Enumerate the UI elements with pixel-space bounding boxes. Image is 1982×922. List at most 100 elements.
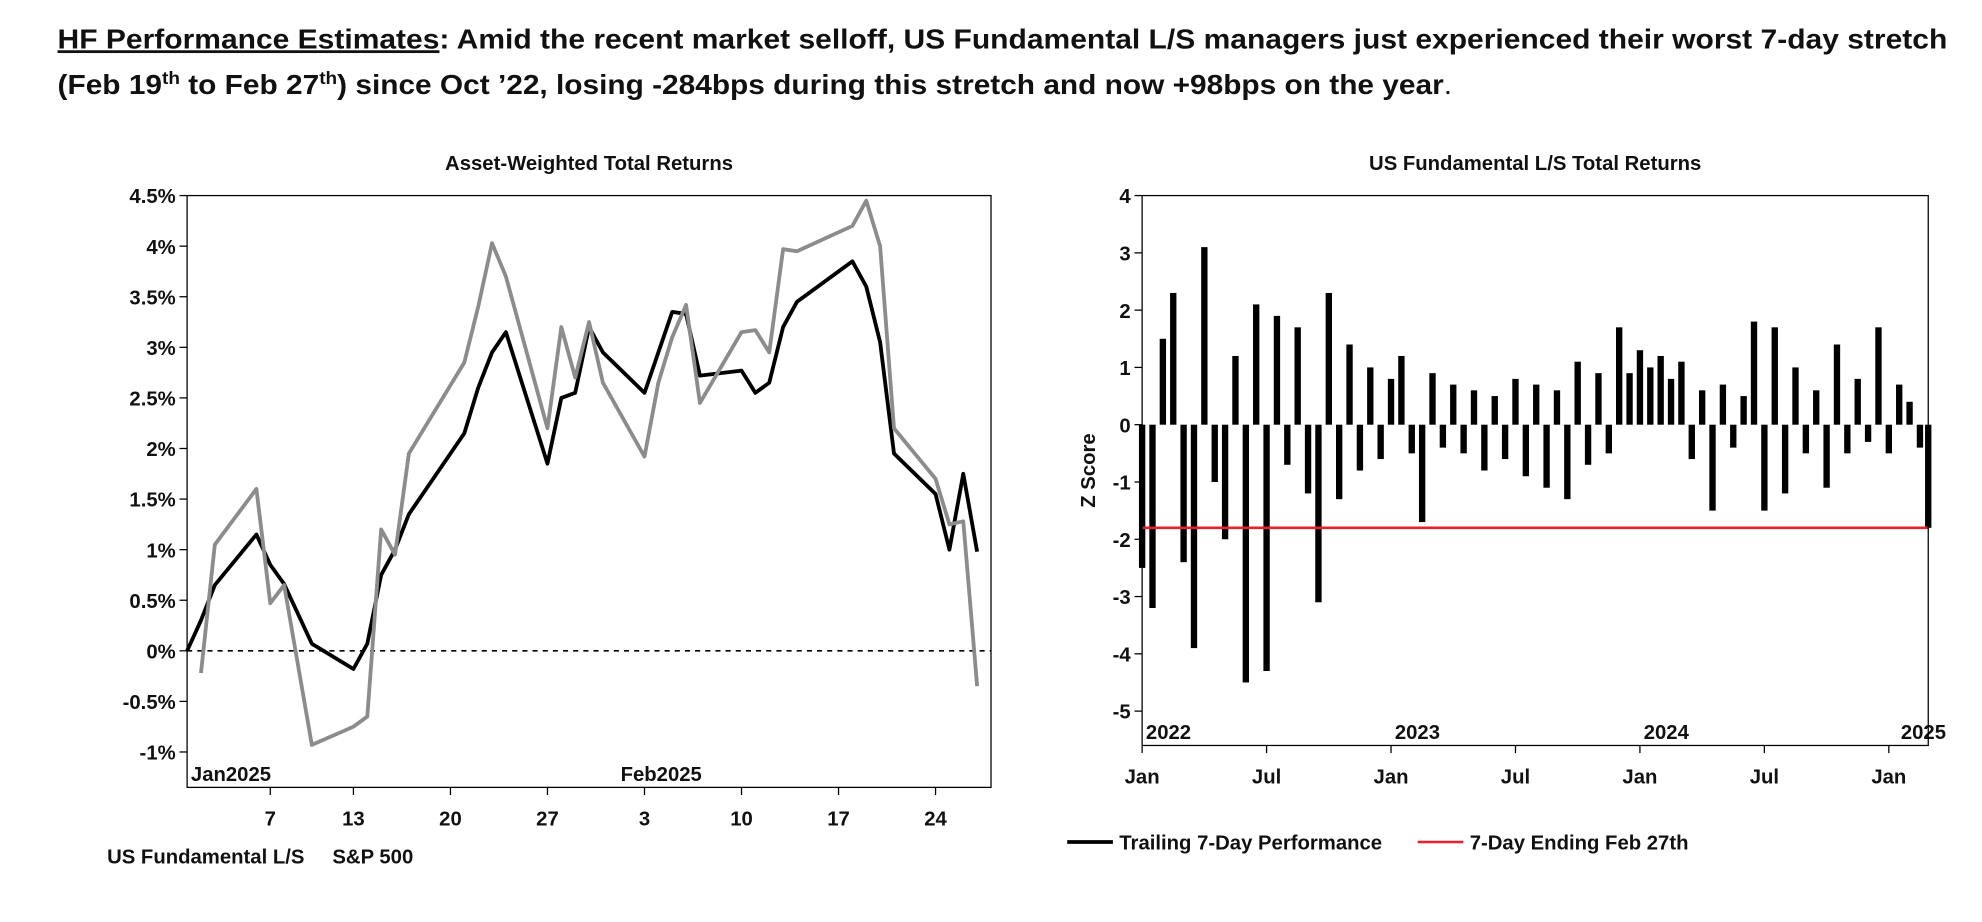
bar <box>1595 373 1602 425</box>
bar <box>1833 344 1841 425</box>
bar <box>1698 390 1706 425</box>
y-tick-label: -1% <box>140 743 176 765</box>
headline-title: HF Performance Estimates <box>58 23 440 54</box>
bar <box>1854 378 1861 425</box>
bar <box>1626 373 1633 425</box>
x-tick-label: 10 <box>730 808 753 830</box>
bar <box>1802 424 1810 454</box>
bar <box>1657 355 1664 425</box>
chart-title: Asset-Weighted Total Returns <box>445 153 733 175</box>
y-tick-label: -1 <box>1113 473 1131 495</box>
period-label: Feb2025 <box>621 764 702 786</box>
bar <box>1761 424 1768 511</box>
headline-line-1: HF Performance Estimates: Amid the recen… <box>58 23 1948 54</box>
bar <box>1481 424 1488 471</box>
bar <box>1719 384 1727 425</box>
plot-frame <box>1141 194 1929 747</box>
bar <box>1429 373 1436 425</box>
bar <box>1201 247 1208 425</box>
bar <box>1885 424 1893 454</box>
bar <box>1616 327 1623 425</box>
x-tick-label: 20 <box>439 808 462 830</box>
x-tick-label: Jul <box>1501 767 1530 789</box>
headline-sup: th <box>162 68 180 88</box>
bar <box>1916 424 1924 448</box>
y-tick-label: 3% <box>146 338 175 360</box>
bar <box>1864 424 1872 442</box>
bar <box>1543 424 1550 488</box>
bar <box>1792 367 1799 425</box>
x-tick-label: 27 <box>536 808 559 830</box>
bar <box>1584 424 1592 465</box>
bar <box>1180 424 1187 563</box>
bar <box>1356 424 1364 471</box>
headline-text: ) since Oct ’22, losing -284bps during t… <box>337 69 1444 100</box>
bar <box>1304 424 1312 494</box>
headline-text: to Feb 27 <box>180 69 319 100</box>
bar <box>1149 424 1156 608</box>
bar <box>1605 424 1612 454</box>
bar <box>1501 424 1509 460</box>
bar <box>1823 424 1830 488</box>
bar <box>1439 424 1447 448</box>
period-label: 2022 <box>1146 722 1191 744</box>
legend-label: US Fundamental L/S <box>107 847 304 869</box>
bar <box>1170 292 1177 425</box>
bar <box>1771 327 1778 425</box>
x-tick-label: Jan <box>1374 767 1409 789</box>
bar <box>1522 424 1530 477</box>
legend-label: S&P 500 <box>332 847 413 869</box>
x-tick-label: Jan <box>1125 767 1160 789</box>
period-label: 2024 <box>1644 722 1690 744</box>
bar <box>1377 424 1384 460</box>
bar <box>1875 327 1882 425</box>
bar <box>1844 424 1851 454</box>
y-tick-label: -4 <box>1113 644 1132 666</box>
bar <box>1273 315 1281 425</box>
y-tick-label: 1.5% <box>129 490 175 512</box>
bar <box>1190 424 1198 649</box>
bar <box>1574 361 1581 425</box>
y-tick-label: -5 <box>1113 702 1131 724</box>
x-tick-label: 17 <box>827 808 850 830</box>
bar <box>1284 424 1291 465</box>
bar <box>1636 350 1644 425</box>
y-axis-label: Z Score <box>1078 433 1100 507</box>
y-tick-label: 2% <box>146 439 175 461</box>
y-tick-label: 4 <box>1119 186 1131 208</box>
period-label: 2025 <box>1901 722 1946 744</box>
bar <box>1813 390 1820 425</box>
y-tick-label: -2 <box>1113 530 1131 552</box>
x-tick-label: Jan <box>1871 767 1906 789</box>
x-tick-label: Jan <box>1622 767 1657 789</box>
legend-label: Trailing 7-Day Performance <box>1119 833 1382 855</box>
period-label: Jan2025 <box>191 764 271 786</box>
bar <box>1906 401 1913 425</box>
bar <box>1688 424 1695 460</box>
y-tick-label: -0.5% <box>123 692 176 714</box>
y-tick-label: 3.5% <box>129 287 175 309</box>
y-tick-label: 0 <box>1119 415 1130 437</box>
x-tick-label: 13 <box>342 808 365 830</box>
period-label: 2023 <box>1395 722 1440 744</box>
bar <box>1491 396 1498 425</box>
y-tick-label: 3 <box>1119 243 1130 265</box>
bar <box>1294 327 1301 425</box>
bar <box>1159 338 1167 425</box>
headline-text: : Amid the recent market selloff, US Fun… <box>439 23 1947 54</box>
bar <box>1232 355 1239 425</box>
bar <box>1512 378 1519 425</box>
data-line <box>199 198 980 747</box>
bar <box>1533 384 1540 425</box>
bar <box>1667 378 1675 425</box>
data-line <box>185 259 980 671</box>
bar <box>1896 384 1903 425</box>
y-tick-label: 2 <box>1119 301 1130 323</box>
x-tick-label: Jul <box>1750 767 1779 789</box>
bar <box>1781 424 1789 494</box>
bar <box>1211 424 1218 482</box>
bar <box>1740 396 1747 425</box>
